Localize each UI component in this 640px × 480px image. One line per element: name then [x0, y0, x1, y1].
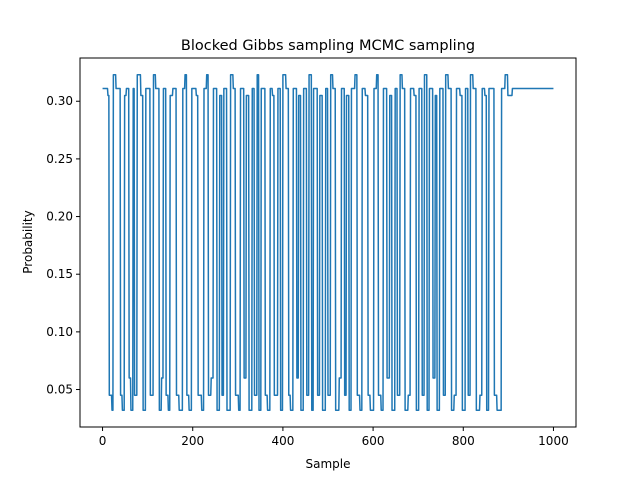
y-tick-label: 0.15 — [46, 267, 73, 281]
x-tick-label: 600 — [362, 434, 385, 448]
x-tick-label: 1000 — [538, 434, 569, 448]
x-tick-label: 400 — [271, 434, 294, 448]
y-axis: 0.05 0.10 0.15 0.20 0.25 0.30 — [46, 94, 80, 397]
x-tick-label: 0 — [99, 434, 107, 448]
series-layer — [102, 73, 554, 412]
plot-frame — [79, 57, 577, 428]
chart-title: Blocked Gibbs sampling MCMC sampling — [181, 38, 475, 54]
series-line — [102, 73, 554, 412]
y-tick-label: 0.25 — [46, 152, 73, 166]
x-axis: 0 200 400 600 800 1000 — [99, 427, 569, 448]
y-axis-label: Probability — [21, 210, 35, 273]
y-tick-label: 0.10 — [46, 325, 73, 339]
y-tick-label: 0.20 — [46, 210, 73, 224]
x-axis-label: Sample — [306, 457, 351, 471]
y-tick-label: 0.05 — [46, 383, 73, 397]
x-tick-label: 800 — [452, 434, 475, 448]
x-tick-label: 200 — [181, 434, 204, 448]
y-tick-label: 0.30 — [46, 94, 73, 108]
